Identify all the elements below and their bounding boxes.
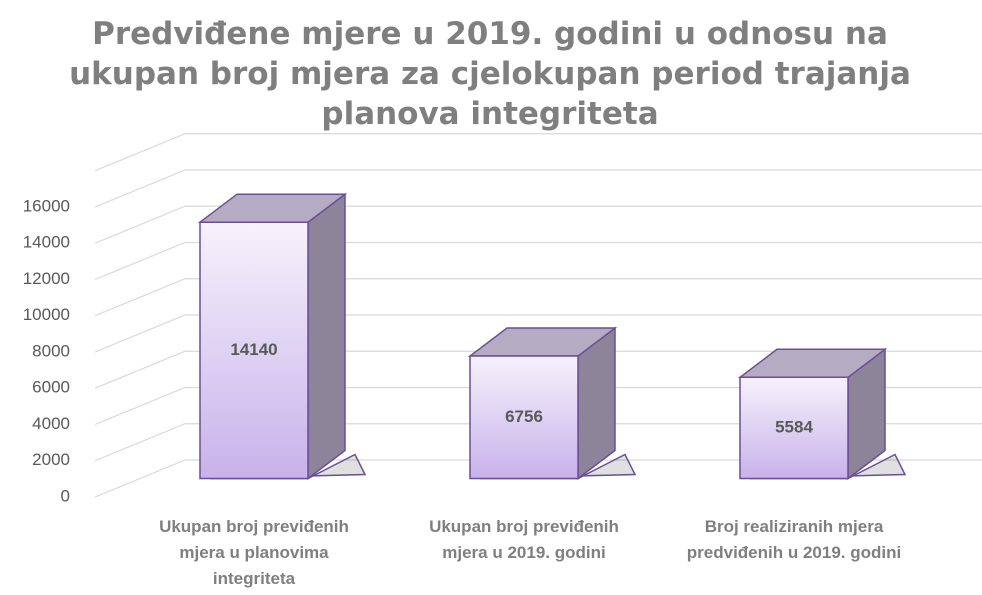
y-tick-label: 0 [61, 486, 70, 505]
bar-side [307, 192, 346, 481]
y-tick-label: 6000 [32, 378, 70, 397]
x-tick-label: Broj realiziranih mjera predviđenih u 20… [686, 517, 902, 562]
value-label: 14140 [230, 340, 277, 359]
value-label: 6756 [505, 407, 543, 426]
y-tick-label: 10000 [23, 305, 70, 324]
chart-title: Predviđene mjere u 2019. godini u odnosu… [69, 16, 911, 132]
y-tick-label: 14000 [23, 233, 70, 252]
grid-line [94, 459, 982, 498]
bar-front [199, 221, 309, 480]
grid-line [94, 205, 982, 244]
grid-line [94, 350, 982, 389]
bar [467, 326, 637, 481]
grid-line [94, 278, 982, 317]
y-tick-label: 4000 [32, 414, 70, 433]
y-tick-label: 8000 [32, 341, 70, 360]
x-tick-label: Ukupan broj previđenih mjera u 2019. god… [429, 517, 619, 562]
grid-line [94, 314, 982, 353]
y-tick-label: 16000 [23, 196, 70, 215]
grid-line [94, 386, 982, 426]
y-tick-label: 2000 [32, 450, 70, 469]
grid-line [94, 241, 982, 281]
wall-top [94, 133, 982, 172]
grid-line [94, 423, 982, 462]
bar-front [469, 355, 579, 480]
bar [737, 347, 907, 481]
y-tick-label: 12000 [23, 269, 70, 288]
bar [197, 192, 367, 481]
bar-front [739, 376, 849, 480]
grid-line [94, 169, 982, 208]
x-tick-label: Ukupan broj previđenih mjera u planovima… [159, 517, 349, 588]
value-label: 5584 [775, 417, 813, 436]
